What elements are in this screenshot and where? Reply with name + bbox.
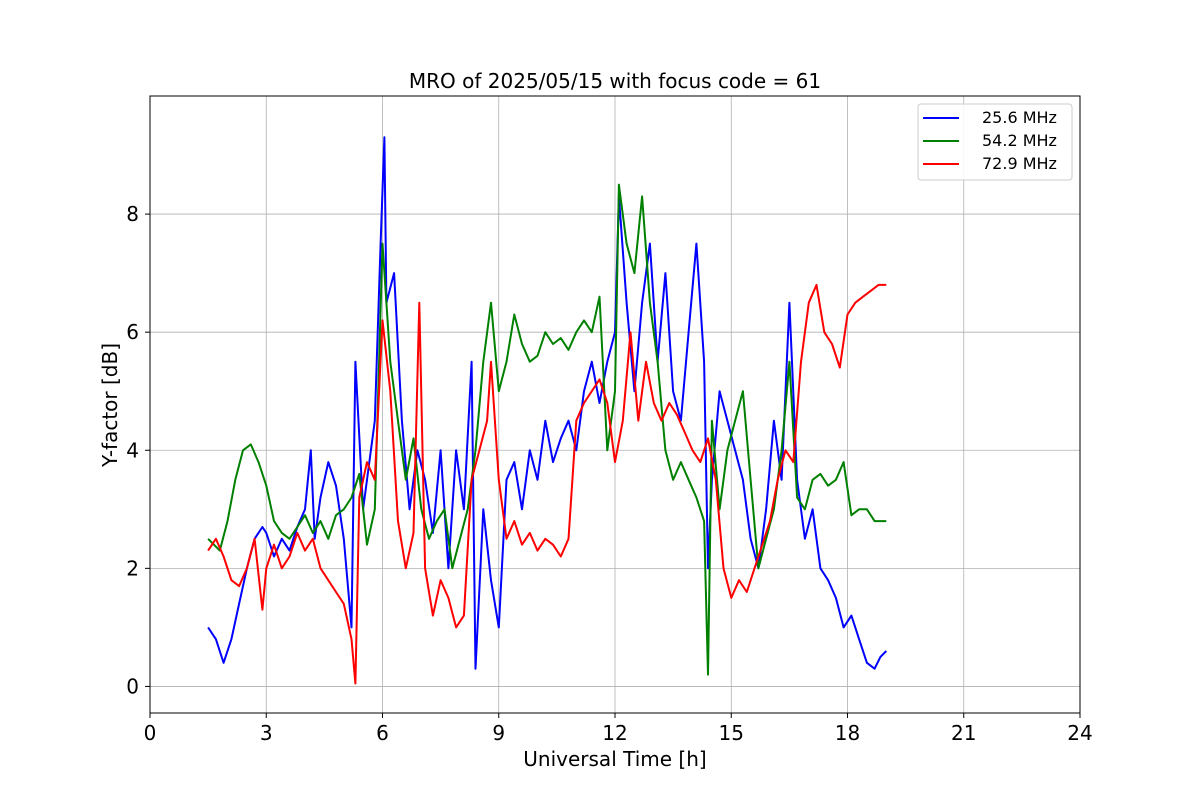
x-tick-label: 9 [492,721,505,745]
y-tick-label: 0 [126,674,139,698]
y-tick-label: 6 [126,320,139,344]
x-tick-label: 21 [951,721,976,745]
y-axis-ticks: 0 2 4 6 8 [126,202,150,698]
x-tick-label: 6 [376,721,389,745]
x-tick-label: 12 [602,721,627,745]
y-tick-label: 4 [126,438,139,462]
x-tick-label: 18 [835,721,860,745]
series-lines [207,136,888,685]
series-line-3 [207,283,887,685]
legend-box [917,103,1073,181]
legend-label-1: 25.6 MHz [982,108,1057,127]
x-tick-label: 24 [1067,721,1092,745]
series-line-2 [207,183,887,676]
y-axis-label: Y-factor [dB] [98,343,122,468]
legend-label-2: 54.2 MHz [982,131,1057,150]
x-axis-ticks: 0 3 6 9 12 15 18 21 24 [144,713,1093,745]
y-tick-label: 8 [126,202,139,226]
chart-title: MRO of 2025/05/15 with focus code = 61 [409,69,821,93]
x-axis-label: Universal Time [h] [523,747,706,771]
series-line-1 [207,136,888,670]
x-tick-label: 15 [719,721,744,745]
legend-label-3: 72.9 MHz [982,154,1057,173]
x-tick-label: 3 [260,721,273,745]
legend-items: 25.6 MHz 54.2 MHz 72.9 MHz [923,108,1057,173]
legend: 25.6 MHz 54.2 MHz 72.9 MHz [917,103,1073,181]
x-tick-label: 0 [144,721,157,745]
y-tick-label: 2 [126,556,139,580]
